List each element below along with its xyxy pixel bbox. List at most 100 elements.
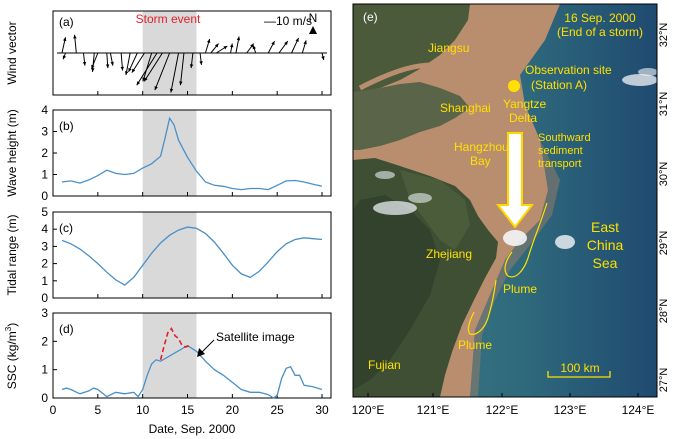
panel-d-frame [52,312,332,399]
label-ecs-line2: China [587,237,624,253]
lat-tick-label: 28°N [658,299,670,324]
map-panel-label: (e) [363,10,378,24]
map-yangtze-river [358,62,502,91]
wind-vector-head [154,86,158,91]
panel-c-frame [52,211,332,299]
y-tick-label: 2 [41,257,48,271]
panel-a-ylabel: Wind vector [5,21,19,84]
lat-tick-label: 31°N [658,92,670,117]
y-tick-label: 3 [41,125,48,139]
panel-a-frame [52,10,332,96]
north-arrow-icon [309,26,317,34]
wind-scale-label: —10 m/s [264,14,312,28]
y-tick-label: 3 [41,239,48,253]
x-tick-label: 30 [315,403,329,417]
wind-vector-head [136,81,141,86]
x-tick-label: 5 [94,403,101,417]
panel-d-ylabel: SSC (kg/m3) [4,323,19,389]
y-tick-label: 0 [41,189,48,203]
label-shanghai: Shanghai [440,101,491,115]
y-tick-label: 1 [41,168,48,182]
panel-d-ylabel-main: SSC (kg/m [5,331,19,389]
scale-bar [547,371,611,378]
map-cloud [555,235,575,249]
x-tick-label: 15 [181,403,195,417]
wind-vector-head [73,34,77,39]
observation-site-dot [508,80,520,92]
y-tick-label: 2 [41,334,48,348]
wind-vector-head [144,77,148,82]
map-lat-ticks: 32°N 31°N 30°N 29°N 28°N 27°N [658,23,670,393]
label-ecs-line1: East [591,219,619,235]
map-cloud [638,68,657,76]
label-hangzhou-line1: Hangzhou [454,140,509,154]
label-plume-1: Plume [503,282,537,296]
wind-vector-head [131,68,136,73]
wind-vector-head [120,66,125,71]
map-land-delta [353,82,470,150]
label-yangtze-line1: Yangtze [503,97,546,111]
wind-vectors [61,34,325,93]
wind-vector-head [105,64,110,69]
map-land-north [353,4,470,92]
label-plume-2: Plume [458,338,492,352]
map-land-south-east [400,170,470,250]
map-cloud [503,230,527,246]
x-tick-label: 20 [226,403,240,417]
map-cloud [375,171,395,179]
panel-b: 0 1 2 3 4 (b) Wave height (m) [5,103,332,203]
wind-vector-head [295,37,299,42]
panel-b-ylabel: Wave height (m) [5,109,19,197]
sediment-transport-arrow-icon [495,132,535,229]
tidal-range-series-line [61,226,323,286]
panel-d-x-ticks: 0 5 10 15 20 25 30 [50,91,329,417]
wind-vector [170,52,180,93]
label-zhejiang: Zhejiang [426,247,472,261]
lon-tick-label: 123°E [554,403,587,417]
lon-tick-label: 120°E [352,403,385,417]
wind-vector [154,52,171,91]
map-frame [352,3,658,398]
label-yangtze-line2: Delta [509,111,537,125]
lat-tick-label: 30°N [658,162,670,187]
wind-vector-head [252,45,256,50]
satellite-image-annotation: Satellite image [216,330,295,344]
plume-outline-north [504,202,548,278]
label-fujian: Fujian [368,358,401,372]
lon-tick-label: 124°E [622,403,655,417]
panel-c: 0 1 2 3 4 5 (c) Tidal range (m) [5,205,332,305]
wind-vector [136,52,158,86]
x-tick-label: 10 [136,403,150,417]
satellite-annotation-arrow-shaft [200,339,215,354]
wind-vector-head [189,64,194,69]
wind-vector-head [236,36,241,41]
y-tick-label: 0 [41,391,48,405]
wind-vector-head [303,40,307,45]
label-jiangsu: Jiangsu [428,41,469,55]
ssc-series-line [61,344,323,399]
wind-vector-head [271,41,275,46]
wind-vector-head [199,61,203,65]
wind-vector [125,52,131,76]
map-cloud [373,201,417,215]
panel-b-storm-shade [142,110,197,196]
wind-vector [131,52,145,73]
map-date-line1: 16 Sep. 2000 [564,11,636,25]
wind-vector-head [124,71,129,76]
wind-vector-head [229,43,234,48]
wind-vector-head [214,43,219,48]
lat-tick-label: 27°N [658,368,670,393]
lat-tick-label: 29°N [658,231,670,256]
lat-tick-label: 32°N [658,23,670,48]
wind-vector-head [82,61,87,66]
panel-e-map: (e) 16 Sep. 2000 (End of a storm) Jiangs… [352,3,670,417]
y-tick-label: 4 [41,103,48,117]
panel-b-label: (b) [59,119,74,133]
wind-vector-head [110,61,114,66]
wind-vector-head [223,46,228,50]
wind-vector-head [62,37,67,42]
wind-vector-head [91,68,95,72]
wind-vector-head [62,55,67,60]
